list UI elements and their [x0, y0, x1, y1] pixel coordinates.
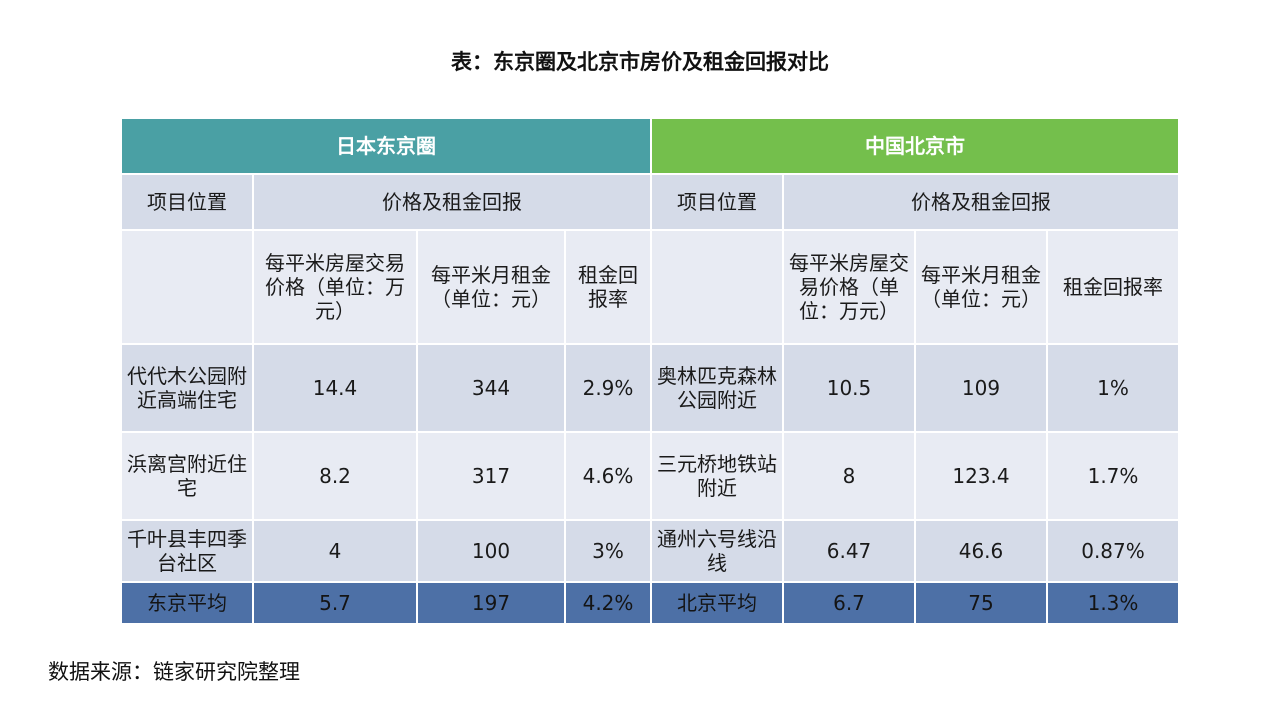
cn-yield: 1.7%: [1046, 431, 1180, 521]
cn-rent: 46.6: [914, 519, 1048, 583]
column-header-cn-rent: 每平米月租金（单位：元）: [914, 229, 1048, 345]
cn-average-yield: 1.3%: [1046, 581, 1180, 625]
jp-average-label: 东京平均: [120, 581, 254, 625]
jp-yield: 3%: [564, 519, 652, 583]
cn-rent: 109: [914, 343, 1048, 433]
comparison-table: 日本东京圈 中国北京市 项目位置 价格及租金回报 项目位置 价格及租金回报 每平…: [120, 117, 1180, 625]
region-header-china: 中国北京市: [650, 117, 1180, 175]
cn-rent: 123.4: [914, 431, 1048, 521]
jp-yield: 4.6%: [564, 431, 652, 521]
price-rent-header-cn: 价格及租金回报: [782, 173, 1180, 231]
jp-price: 8.2: [252, 431, 418, 521]
cn-average-price: 6.7: [782, 581, 916, 625]
jp-average-yield: 4.2%: [564, 581, 652, 625]
region-header-japan: 日本东京圈: [120, 117, 652, 175]
jp-yield: 2.9%: [564, 343, 652, 433]
jp-rent: 317: [416, 431, 566, 521]
column-header-row: 每平米房屋交易价格（单位：万元） 每平米月租金（单位：元） 租金回报率 每平米房…: [120, 229, 1180, 345]
location-header-cn: 项目位置: [650, 173, 784, 231]
column-header-jp-rent: 每平米月租金（单位：元）: [416, 229, 566, 345]
cn-location: 奥林匹克森林公园附近: [650, 343, 784, 433]
cn-average-rent: 75: [914, 581, 1048, 625]
location-header-jp: 项目位置: [120, 173, 254, 231]
empty-cell: [650, 229, 784, 345]
jp-rent: 344: [416, 343, 566, 433]
jp-price: 4: [252, 519, 418, 583]
column-header-jp-yield: 租金回报率: [564, 229, 652, 345]
cn-price: 8: [782, 431, 916, 521]
jp-rent: 100: [416, 519, 566, 583]
cn-location: 通州六号线沿线: [650, 519, 784, 583]
cn-average-label: 北京平均: [650, 581, 784, 625]
cn-location: 三元桥地铁站附近: [650, 431, 784, 521]
table-row: 浜离宫附近住宅 8.2 317 4.6% 三元桥地铁站附近 8 123.4 1.…: [120, 431, 1180, 521]
column-header-cn-price: 每平米房屋交易价格（单位：万元）: [782, 229, 916, 345]
table-row: 代代木公园附近高端住宅 14.4 344 2.9% 奥林匹克森林公园附近 10.…: [120, 343, 1180, 433]
page-title: 表：东京圈及北京市房价及租金回报对比: [451, 50, 829, 74]
column-header-cn-yield: 租金回报率: [1046, 229, 1180, 345]
jp-location: 千叶县丰四季台社区: [120, 519, 254, 583]
jp-location: 浜离宫附近住宅: [120, 431, 254, 521]
cn-yield: 0.87%: [1046, 519, 1180, 583]
jp-average-price: 5.7: [252, 581, 418, 625]
jp-average-rent: 197: [416, 581, 566, 625]
cn-price: 10.5: [782, 343, 916, 433]
subheader-row: 项目位置 价格及租金回报 项目位置 价格及租金回报: [120, 173, 1180, 231]
table-row: 千叶县丰四季台社区 4 100 3% 通州六号线沿线 6.47 46.6 0.8…: [120, 519, 1180, 583]
column-header-jp-price: 每平米房屋交易价格（单位：万元）: [252, 229, 418, 345]
jp-price: 14.4: [252, 343, 418, 433]
cn-price: 6.47: [782, 519, 916, 583]
price-rent-header-jp: 价格及租金回报: [252, 173, 652, 231]
cn-yield: 1%: [1046, 343, 1180, 433]
region-header-row: 日本东京圈 中国北京市: [120, 117, 1180, 175]
jp-location: 代代木公园附近高端住宅: [120, 343, 254, 433]
average-row: 东京平均 5.7 197 4.2% 北京平均 6.7 75 1.3%: [120, 581, 1180, 625]
data-source-note: 数据来源：链家研究院整理: [48, 660, 300, 684]
empty-cell: [120, 229, 254, 345]
